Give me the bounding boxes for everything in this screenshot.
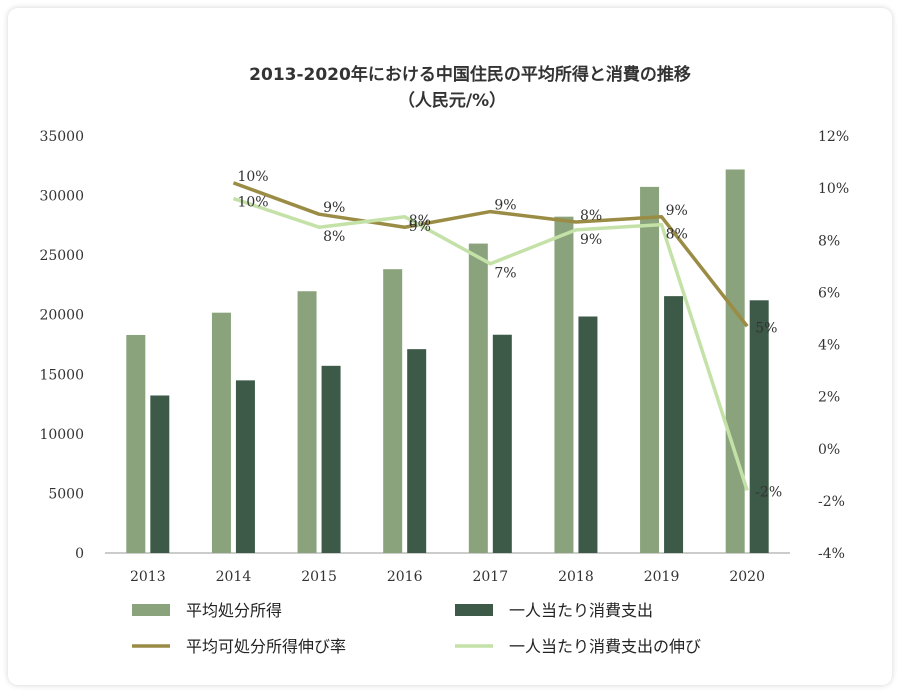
data-label: 7% xyxy=(494,266,516,282)
series-line xyxy=(232,181,749,328)
y-left-tick-label: 25000 xyxy=(39,248,84,264)
data-labels: 10%9%8%9%8% 9%5%10%8%9%7%9% 8%-2% xyxy=(237,169,782,501)
x-tick-label: 2013 xyxy=(130,569,166,585)
data-label: 9% xyxy=(494,198,516,214)
x-tick-label: 2019 xyxy=(644,569,680,585)
x-tick-label: 2018 xyxy=(558,569,594,585)
y-right-tick-label: 12% xyxy=(818,129,849,145)
y-left-tick-label: 30000 xyxy=(39,189,84,205)
bar xyxy=(126,334,146,553)
y-right-tick-label: 2% xyxy=(818,390,840,406)
bar xyxy=(640,186,660,553)
y-left-tick-label: 10000 xyxy=(39,427,84,443)
bar xyxy=(468,243,488,553)
legend-label: 平均処分所得 xyxy=(186,601,282,620)
x-tick-label: 2020 xyxy=(729,569,765,585)
lines xyxy=(232,181,749,491)
y-right-tick-label: 8% xyxy=(818,233,840,249)
bar xyxy=(578,316,598,553)
bar xyxy=(492,334,512,553)
y-right-tick-label: -4% xyxy=(818,546,845,562)
data-label: -2% xyxy=(755,484,782,500)
data-label: 8% xyxy=(580,208,602,224)
y-right-tick-label: 4% xyxy=(818,338,840,354)
chart-subtitle: （人民元/%） xyxy=(398,90,506,111)
bar xyxy=(725,169,745,554)
x-tick-label: 2015 xyxy=(301,569,337,585)
y-right-tick-label: 0% xyxy=(818,442,840,458)
chart-title: 2013-2020年における中国住民の平均所得と消費の推移 xyxy=(249,64,691,85)
bar xyxy=(554,216,574,553)
y-right-tick-label: 10% xyxy=(818,181,849,197)
bar xyxy=(297,291,317,553)
data-label: 8% xyxy=(323,229,345,245)
data-label: 10% xyxy=(237,169,268,185)
legend-swatch xyxy=(455,604,493,616)
x-tick-label: 2016 xyxy=(387,569,423,585)
bar xyxy=(235,380,255,553)
legend-swatch xyxy=(132,604,170,616)
legend-label: 平均可処分所得伸び率 xyxy=(186,637,346,656)
bar xyxy=(749,300,769,553)
bar xyxy=(150,395,170,553)
legend-label: 一人当たり消費支出 xyxy=(509,601,653,620)
data-label: 9% xyxy=(666,203,688,219)
series-line xyxy=(232,196,749,491)
data-label: 9% xyxy=(409,219,431,235)
data-label: 10% xyxy=(237,195,268,211)
y-right-tick-label: -2% xyxy=(818,494,845,510)
bar xyxy=(211,312,231,553)
x-tick-label: 2017 xyxy=(472,569,508,585)
y-left-tick-label: 15000 xyxy=(39,367,84,383)
legend-label: 一人当たり消費支出の伸び xyxy=(509,637,701,656)
axes: 0 5000 10000 15000 20000 25000 30000 35000 -4% -2… xyxy=(39,129,849,585)
bar xyxy=(407,349,427,553)
y-left-tick-label: 0 xyxy=(75,546,84,562)
data-label: 9% xyxy=(580,232,602,248)
data-label: 9% xyxy=(323,200,345,216)
data-label: 8% xyxy=(409,213,431,229)
y-right-tick-label: 6% xyxy=(818,285,840,301)
y-left-tick-label: 5000 xyxy=(48,486,84,502)
y-left-tick-label: 35000 xyxy=(39,129,84,145)
x-tick-label: 2014 xyxy=(216,569,252,585)
bar xyxy=(383,269,403,553)
bars xyxy=(126,169,769,554)
bar xyxy=(664,296,684,553)
y-left-tick-label: 20000 xyxy=(39,308,84,324)
data-label: 8% xyxy=(666,227,688,243)
data-label: 5% xyxy=(755,320,777,336)
bar xyxy=(321,365,341,553)
